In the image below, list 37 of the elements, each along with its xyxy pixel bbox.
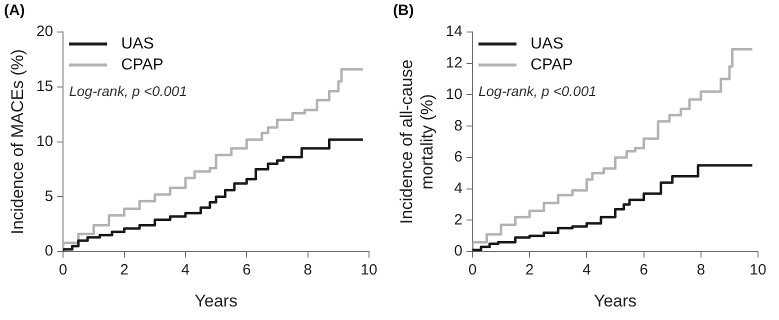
y-tick-label: 12 (446, 54, 462, 72)
y-tick-label: 20 (36, 23, 54, 40)
chart-title: (B) (393, 2, 414, 20)
x-tick-label: 10 (750, 262, 766, 279)
x-tick-label: 0 (468, 262, 477, 279)
y-tick-label: 15 (36, 78, 54, 96)
annotation: Log-rank, p <0.001 (478, 82, 596, 99)
legend-label: UAS (530, 35, 564, 52)
x-tick-label: 8 (304, 262, 312, 279)
y-tick-label: 0 (454, 242, 462, 260)
x-tick-label: 8 (696, 262, 706, 279)
y-tick-label: 10 (446, 86, 462, 103)
y-tick-label: 0 (44, 242, 54, 260)
x-tick-label: 6 (242, 262, 251, 279)
x-tick-label: 4 (582, 262, 591, 279)
y-axis-title: Incidence of all-cause mortality (%) (396, 60, 436, 224)
y-tick-label: 2 (454, 211, 462, 228)
y-tick-label: 5 (44, 188, 54, 205)
x-tick-label: 6 (640, 262, 648, 279)
legend-label: CPAP (530, 56, 573, 74)
chart-title: (A) (4, 2, 25, 20)
x-tick-label: 0 (58, 262, 68, 279)
x-tick-label: 4 (181, 262, 190, 279)
x-axis-title: Years (194, 291, 238, 310)
x-axis-title: Years (594, 291, 637, 310)
x-tick-label: 2 (120, 262, 128, 279)
y-tick-label: 4 (454, 180, 462, 197)
x-tick-label: 10 (360, 262, 378, 279)
y-tick-label: 10 (36, 132, 54, 150)
y-tick-label: 14 (446, 23, 462, 40)
y-tick-label: 6 (454, 148, 462, 166)
x-tick-label: 2 (525, 262, 534, 279)
legend-label: UAS (121, 35, 154, 52)
y-axis-title: Incidence of MACEs (%) (8, 49, 27, 234)
annotation: Log-rank, p <0.001 (69, 82, 188, 99)
legend-label: CPAP (121, 56, 164, 74)
y-tick-label: 8 (454, 117, 462, 134)
